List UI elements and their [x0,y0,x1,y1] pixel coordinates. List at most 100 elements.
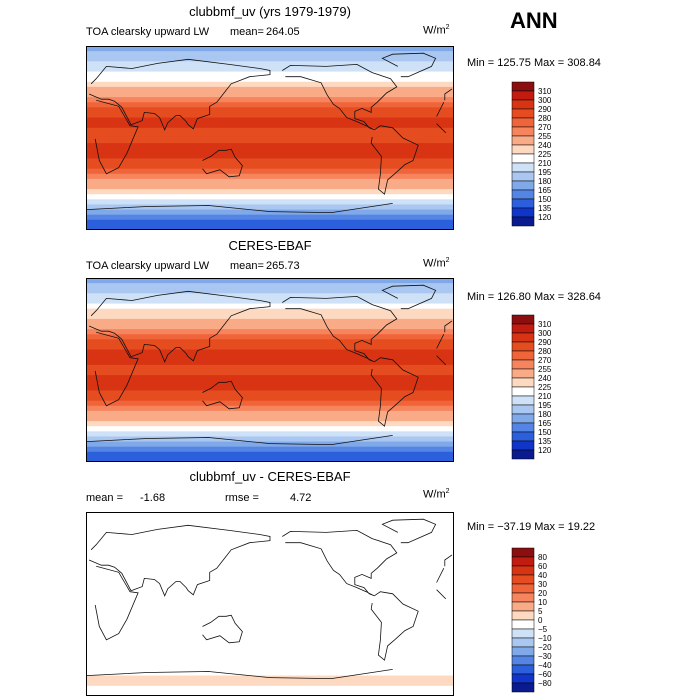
panel-3-lat-band [86,522,454,528]
panel-3-rmse-label: rmse = [225,492,259,504]
panel-1-colorbar-label: 180 [538,177,552,186]
panel-1-colorbar-box [511,216,535,227]
panel-3-lat-band [86,670,454,677]
panel-3-colorbar-box [511,664,535,675]
panel-2-lat-band [86,400,454,407]
panel-3-lat-band [86,527,454,534]
panel-1-lat-band [86,46,454,52]
panel-1-lat-band [86,86,454,93]
panel-3-lat-band [86,542,454,549]
season-label: ANN [510,8,558,33]
panel-3-title: clubbmf_uv - CERES-EBAF [189,469,351,484]
panel-1-coastline [381,52,437,78]
panel-3-colorbar-box [511,628,535,639]
panel-3-colorbar-label: 60 [538,562,547,571]
panel-1-colorbar-label: 135 [538,204,552,213]
panel-3-colorbar-box [511,556,535,567]
panel-1-colorbar: 3103002902802702552402252101951801651501… [511,81,552,227]
panel-3-lat-band [86,675,454,682]
panel-3-colorbar-box [511,547,535,558]
panel-1-colorbar-box [511,90,535,101]
panel-3-colorbar-label: −30 [538,652,552,661]
panel-1-minmax: Min = 125.75 Max = 308.84 [467,57,601,69]
panel-1-lat-band [86,127,454,134]
panel-3-coastline [436,568,445,583]
panel-3-coastline [381,518,437,544]
panel-3-colorbar-box [511,619,535,630]
panel-2-lat-band [86,324,454,330]
panel-1-variable-label: TOA clearsky upward LW [86,26,210,38]
panel-3-lat-band [86,685,454,692]
panel-1-colorbar-label: 210 [538,159,552,168]
panel-1-colorbar-box [511,108,535,119]
panel-2-coastline [381,284,437,310]
panel-1-colorbar-box [511,153,535,164]
panel-3-lat-band [86,609,454,615]
panel-2-colorbar-label: 225 [538,383,552,392]
panel-2-variable-label: TOA clearsky upward LW [86,260,210,272]
panel-1-colorbar-label: 290 [538,105,552,114]
panel-3-lat-band [86,619,454,626]
panel-3-colorbar-label: −5 [538,625,548,634]
panel-3-lat-band [86,552,454,559]
panel-1-lat-band [86,66,454,73]
panel-1-lat-band [86,148,454,154]
panel-1-lat-band [86,97,454,103]
panel-2-colorbar: 3103002902802702552402252101951801651501… [511,314,552,460]
panel-2-coastline [370,357,419,427]
panel-1-coastline [444,88,453,101]
panel-1-units-exp: 2 [445,24,450,31]
panel-2-units: W/m2 [423,257,450,270]
panel-2-colorbar-box [511,422,535,433]
panel-2-lat-band [86,318,454,325]
panel-2-lat-band [86,308,454,315]
panel-3-colorbar-box [511,574,535,585]
panel-1-colorbar-label: 240 [538,141,552,150]
panel-2-lat-band [86,421,454,427]
panel-3-colorbar-label: 0 [538,616,543,625]
panel-2-colorbar-label: 255 [538,365,552,374]
panel-1-colorbar-label: 280 [538,114,552,123]
panel-3-colorbar-label: −60 [538,670,552,679]
panel-3-lat-band [86,517,454,523]
panel-2-lat-band [86,359,454,366]
panel-3-colorbar-box [511,592,535,603]
panel-3-lat-band [86,568,454,574]
panel-2-coastline [94,331,139,407]
panel-1-map [86,46,454,230]
panel-3-colorbar-box [511,610,535,621]
panel-2-lat-band [86,375,454,381]
panel-3-units-base: W/m [423,488,446,501]
panel-1-lat-band [86,107,454,114]
panel-1-lat-band [86,184,454,190]
panel-3-mean-label: mean = [86,492,123,504]
panel-3-colorbar-label: −40 [538,661,552,670]
panel-2-colorbar-label: 290 [538,338,552,347]
panel-2-colorbar-label: 280 [538,347,552,356]
panel-1-colorbar-label: 270 [538,123,552,132]
panel-2-lat-band [86,329,454,335]
panel-1-lat-band [86,76,454,83]
panel-2-coastline [88,290,271,363]
panel-3-lat-band [86,563,454,569]
panel-3-lat-band [86,660,454,666]
panel-3-colorbar-label: −20 [538,643,552,652]
panel-2-mean-label: mean= [230,260,264,272]
panel-3-colorbar-box [511,673,535,684]
panel-1-lat-band [86,224,454,230]
panel-2-lat-band [86,288,454,294]
panel-3-coastline [202,614,243,644]
panel-2-colorbar-box [511,440,535,451]
panel-2-colorbar-box [511,449,535,460]
panel-3-lat-band [86,593,454,600]
panel-3-lat-band [86,624,454,631]
panel-2-lat-band [86,349,454,356]
panel-1-coastline [282,63,398,131]
panel-3-colorbar-box [511,637,535,648]
panel-2-colorbar-label: 180 [538,410,552,419]
panel-3-units: W/m2 [423,488,450,501]
panel-3-mean-value: -1.68 [140,492,166,504]
panel-3-lat-band [86,650,454,656]
